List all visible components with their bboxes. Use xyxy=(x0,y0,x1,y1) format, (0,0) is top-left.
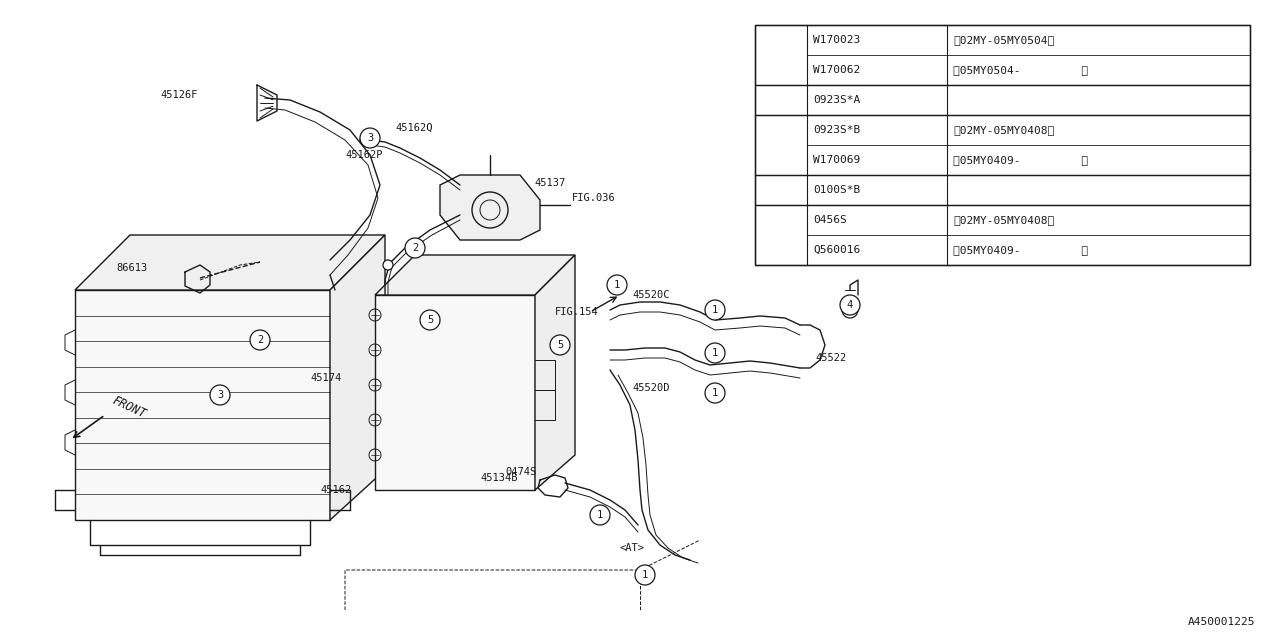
Circle shape xyxy=(210,385,230,405)
Text: 5: 5 xyxy=(777,228,785,241)
Text: 0923S*B: 0923S*B xyxy=(813,125,860,135)
Text: 45174: 45174 xyxy=(310,373,342,383)
Text: 45137: 45137 xyxy=(534,178,566,188)
Text: 。05MY0409-         〉: 。05MY0409- 〉 xyxy=(954,155,1088,165)
Text: 2: 2 xyxy=(257,335,264,345)
Text: 45134B: 45134B xyxy=(480,473,517,483)
Text: 0456S: 0456S xyxy=(813,215,847,225)
Text: W170069: W170069 xyxy=(813,155,860,165)
Circle shape xyxy=(360,128,380,148)
Circle shape xyxy=(590,505,611,525)
Text: FIG.154: FIG.154 xyxy=(556,307,599,317)
Text: 1: 1 xyxy=(641,570,648,580)
Text: 3: 3 xyxy=(367,133,374,143)
Text: 5: 5 xyxy=(557,340,563,350)
Circle shape xyxy=(768,222,794,248)
Text: 3: 3 xyxy=(216,390,223,400)
Text: 1: 1 xyxy=(596,510,603,520)
Bar xyxy=(755,115,1251,175)
Bar xyxy=(755,205,1251,265)
Text: 45520C: 45520C xyxy=(632,290,669,300)
Text: <AT>: <AT> xyxy=(620,543,645,553)
Polygon shape xyxy=(375,255,575,295)
Text: Q560016: Q560016 xyxy=(813,245,860,255)
Text: 0474S: 0474S xyxy=(506,467,536,477)
Text: FIG.036: FIG.036 xyxy=(572,193,616,203)
Circle shape xyxy=(420,310,440,330)
Polygon shape xyxy=(330,235,385,520)
Bar xyxy=(755,85,1251,115)
Circle shape xyxy=(360,135,370,145)
Circle shape xyxy=(768,177,794,203)
Text: 1: 1 xyxy=(614,280,620,290)
Circle shape xyxy=(550,335,570,355)
Text: 。02MY-05MY0504〉: 。02MY-05MY0504〉 xyxy=(954,35,1055,45)
Polygon shape xyxy=(375,295,535,490)
Text: W170062: W170062 xyxy=(813,65,860,75)
Text: 1: 1 xyxy=(712,388,718,398)
Text: 5: 5 xyxy=(426,315,433,325)
Polygon shape xyxy=(76,235,385,290)
Polygon shape xyxy=(440,175,540,240)
Circle shape xyxy=(768,132,794,158)
Text: A450001225: A450001225 xyxy=(1188,617,1254,627)
Text: FRONT: FRONT xyxy=(110,394,147,420)
Text: 1: 1 xyxy=(712,348,718,358)
Text: 1: 1 xyxy=(777,49,785,61)
Circle shape xyxy=(705,383,724,403)
Text: 4: 4 xyxy=(777,184,785,196)
Text: 45162Q: 45162Q xyxy=(396,123,433,133)
Bar xyxy=(755,175,1251,205)
Circle shape xyxy=(607,275,627,295)
Circle shape xyxy=(705,343,724,363)
Text: 3: 3 xyxy=(777,138,785,152)
Text: 0923S*A: 0923S*A xyxy=(813,95,860,105)
Text: 45126F: 45126F xyxy=(160,90,198,100)
Text: 1: 1 xyxy=(712,305,718,315)
Circle shape xyxy=(840,295,860,315)
Circle shape xyxy=(768,42,794,68)
Text: 86613: 86613 xyxy=(116,263,148,273)
Text: 45522: 45522 xyxy=(815,353,846,363)
Text: 2: 2 xyxy=(412,243,419,253)
Text: 。05MY0409-         〉: 。05MY0409- 〉 xyxy=(954,245,1088,255)
Text: 45162P: 45162P xyxy=(346,150,383,160)
Bar xyxy=(755,25,1251,265)
Polygon shape xyxy=(535,255,575,490)
Circle shape xyxy=(635,565,655,585)
Text: 45162: 45162 xyxy=(320,485,351,495)
Text: 。05MY0504-         〉: 。05MY0504- 〉 xyxy=(954,65,1088,75)
Circle shape xyxy=(383,260,393,270)
Text: 。02MY-05MY0408〉: 。02MY-05MY0408〉 xyxy=(954,125,1055,135)
Bar xyxy=(755,25,1251,85)
Text: 。02MY-05MY0408〉: 。02MY-05MY0408〉 xyxy=(954,215,1055,225)
Circle shape xyxy=(768,87,794,113)
Circle shape xyxy=(404,238,425,258)
Circle shape xyxy=(250,330,270,350)
Text: 4: 4 xyxy=(847,300,854,310)
Text: 0100S*B: 0100S*B xyxy=(813,185,860,195)
Text: 2: 2 xyxy=(777,93,785,106)
Text: W170023: W170023 xyxy=(813,35,860,45)
Circle shape xyxy=(705,300,724,320)
Text: 45520D: 45520D xyxy=(632,383,669,393)
Polygon shape xyxy=(76,290,330,520)
